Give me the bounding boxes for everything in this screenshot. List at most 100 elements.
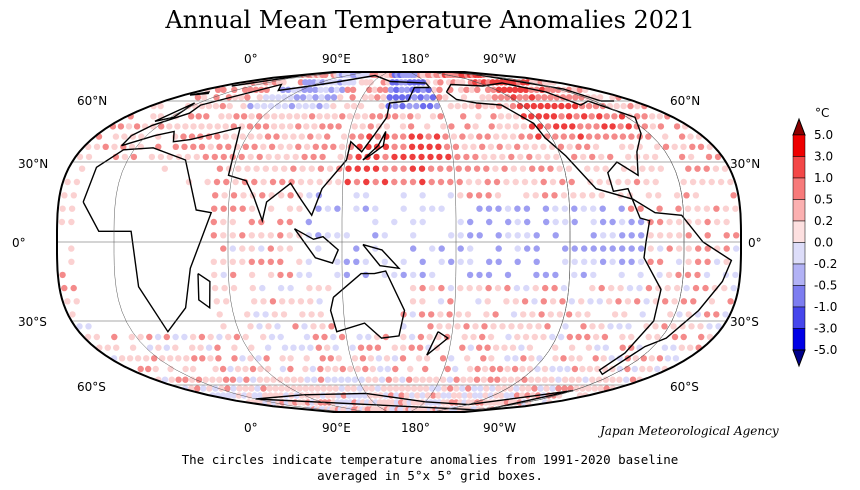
anomaly-dot-439	[440, 123, 447, 130]
anomaly-dot-408	[158, 123, 165, 130]
anomaly-dot-470	[121, 133, 128, 140]
anomaly-dot-1038	[485, 284, 492, 292]
anomaly-dot-990	[362, 258, 369, 265]
anomaly-dot-499	[391, 133, 398, 140]
anomaly-dot-1615	[256, 392, 264, 399]
anomaly-dot-571	[435, 143, 442, 150]
anomaly-dot-1152	[308, 311, 315, 318]
anomaly-dot-635	[445, 153, 452, 161]
anomaly-dot-937	[733, 245, 740, 252]
graticule-lon-2	[113, 72, 400, 412]
anomaly-dot-816	[230, 205, 237, 212]
anomaly-dot-698	[531, 178, 538, 186]
anomaly-dot-1541	[206, 385, 213, 392]
anomaly-dot-1132	[575, 311, 582, 318]
anomaly-dot-515	[531, 143, 538, 150]
anomaly-dot-609	[202, 153, 209, 161]
anomaly-dot-1166	[508, 323, 515, 330]
anomaly-dot-566	[391, 143, 398, 150]
anomaly-dot-550	[251, 143, 258, 150]
anomaly-dot-773	[230, 192, 238, 199]
anomaly-dot-674	[308, 165, 315, 172]
anomaly-dot-765	[673, 192, 681, 199]
anomaly-dot-1587	[471, 392, 479, 399]
anomaly-dot-1468	[175, 376, 182, 383]
anomaly-dot-298	[316, 102, 323, 110]
anomaly-dot-386	[553, 123, 560, 130]
anomaly-dot-1644	[408, 392, 416, 399]
anomaly-dot-956	[495, 258, 502, 265]
anomaly-dot-925	[619, 245, 626, 252]
anomaly-dot-779	[287, 192, 294, 199]
graticule-lon-3	[227, 72, 400, 412]
anomaly-dot-302	[350, 102, 358, 110]
anomaly-dot-376	[464, 123, 471, 130]
anomaly-dot-636	[455, 165, 462, 172]
anomaly-dot-745	[437, 178, 445, 186]
anomaly-dot-1646	[419, 392, 426, 399]
anomaly-dot-598	[76, 153, 84, 161]
anomaly-dot-632	[418, 153, 425, 161]
anomaly-dot-783	[353, 192, 360, 199]
anomaly-dot-1506	[433, 376, 440, 383]
anomaly-dot-583	[544, 153, 551, 161]
anomaly-dot-1269	[518, 344, 525, 351]
anomaly-dot-711	[680, 178, 687, 186]
coastline-0	[82, 147, 213, 333]
anomaly-dot-1363	[327, 355, 334, 362]
anomaly-dot-1192	[265, 323, 272, 330]
anomaly-dot-1488	[311, 376, 318, 383]
anomaly-dot-596	[705, 153, 713, 161]
anomaly-dot-968	[647, 258, 654, 265]
anomaly-dot-490	[307, 133, 314, 140]
anomaly-dot-572	[443, 143, 451, 150]
anomaly-dot-939	[220, 245, 227, 252]
anomaly-dot-504	[433, 133, 441, 140]
anomaly-dot-687	[427, 165, 435, 172]
anomaly-dot-491	[315, 133, 322, 140]
anomaly-dot-1111	[269, 298, 277, 305]
anomaly-dot-1292	[189, 344, 196, 351]
anomaly-dot-1418	[279, 365, 287, 373]
anomaly-dot-1288	[146, 344, 154, 351]
anomaly-dot-345	[203, 113, 210, 120]
anomaly-dot-1106	[73, 298, 80, 305]
anomaly-dot-1066	[221, 284, 228, 292]
anomaly-dot-236	[349, 94, 356, 101]
anomaly-dot-1542	[212, 385, 219, 392]
anomaly-dot-1368	[375, 355, 383, 362]
anomaly-dot-776	[259, 192, 266, 199]
anomaly-dot-117	[363, 79, 370, 86]
anomaly-dot-661	[721, 165, 729, 172]
anomaly-dot-622	[319, 153, 326, 161]
anomaly-dot-487	[281, 133, 289, 140]
anomaly-dot-651	[602, 165, 609, 172]
anomaly-dot-1024	[296, 271, 303, 279]
anomaly-dot-791	[504, 205, 512, 212]
anomaly-dot-422	[270, 123, 278, 130]
anomaly-dot-435	[383, 123, 391, 130]
anomaly-dot-466	[687, 133, 694, 140]
anomaly-dot-1320	[504, 355, 511, 362]
anomaly-dot-416	[222, 123, 229, 130]
anomaly-dot-1431	[384, 365, 391, 373]
anomaly-dot-1299	[281, 344, 289, 351]
anomaly-dot-819	[267, 205, 275, 212]
anomaly-dot-1569	[374, 385, 382, 392]
anomaly-dot-638	[473, 165, 481, 172]
anomaly-dot-492	[324, 133, 331, 140]
anomaly-dot-965	[618, 258, 626, 265]
anomaly-dot-1310	[391, 344, 398, 351]
anomaly-dot-810	[722, 205, 730, 212]
anomaly-dot-1244	[260, 333, 267, 341]
anomaly-dot-584	[553, 153, 560, 161]
anomaly-dot-442	[467, 133, 474, 140]
anomaly-dot-998	[485, 271, 493, 279]
anomaly-dot-316	[497, 113, 505, 120]
anomaly-dot-405	[133, 123, 141, 130]
anomaly-dot-1583	[450, 392, 458, 399]
anomaly-dot-495	[357, 133, 365, 140]
anomaly-dot-1049	[608, 284, 615, 292]
anomaly-dot-411	[182, 123, 189, 130]
map-boundary	[56, 71, 742, 413]
